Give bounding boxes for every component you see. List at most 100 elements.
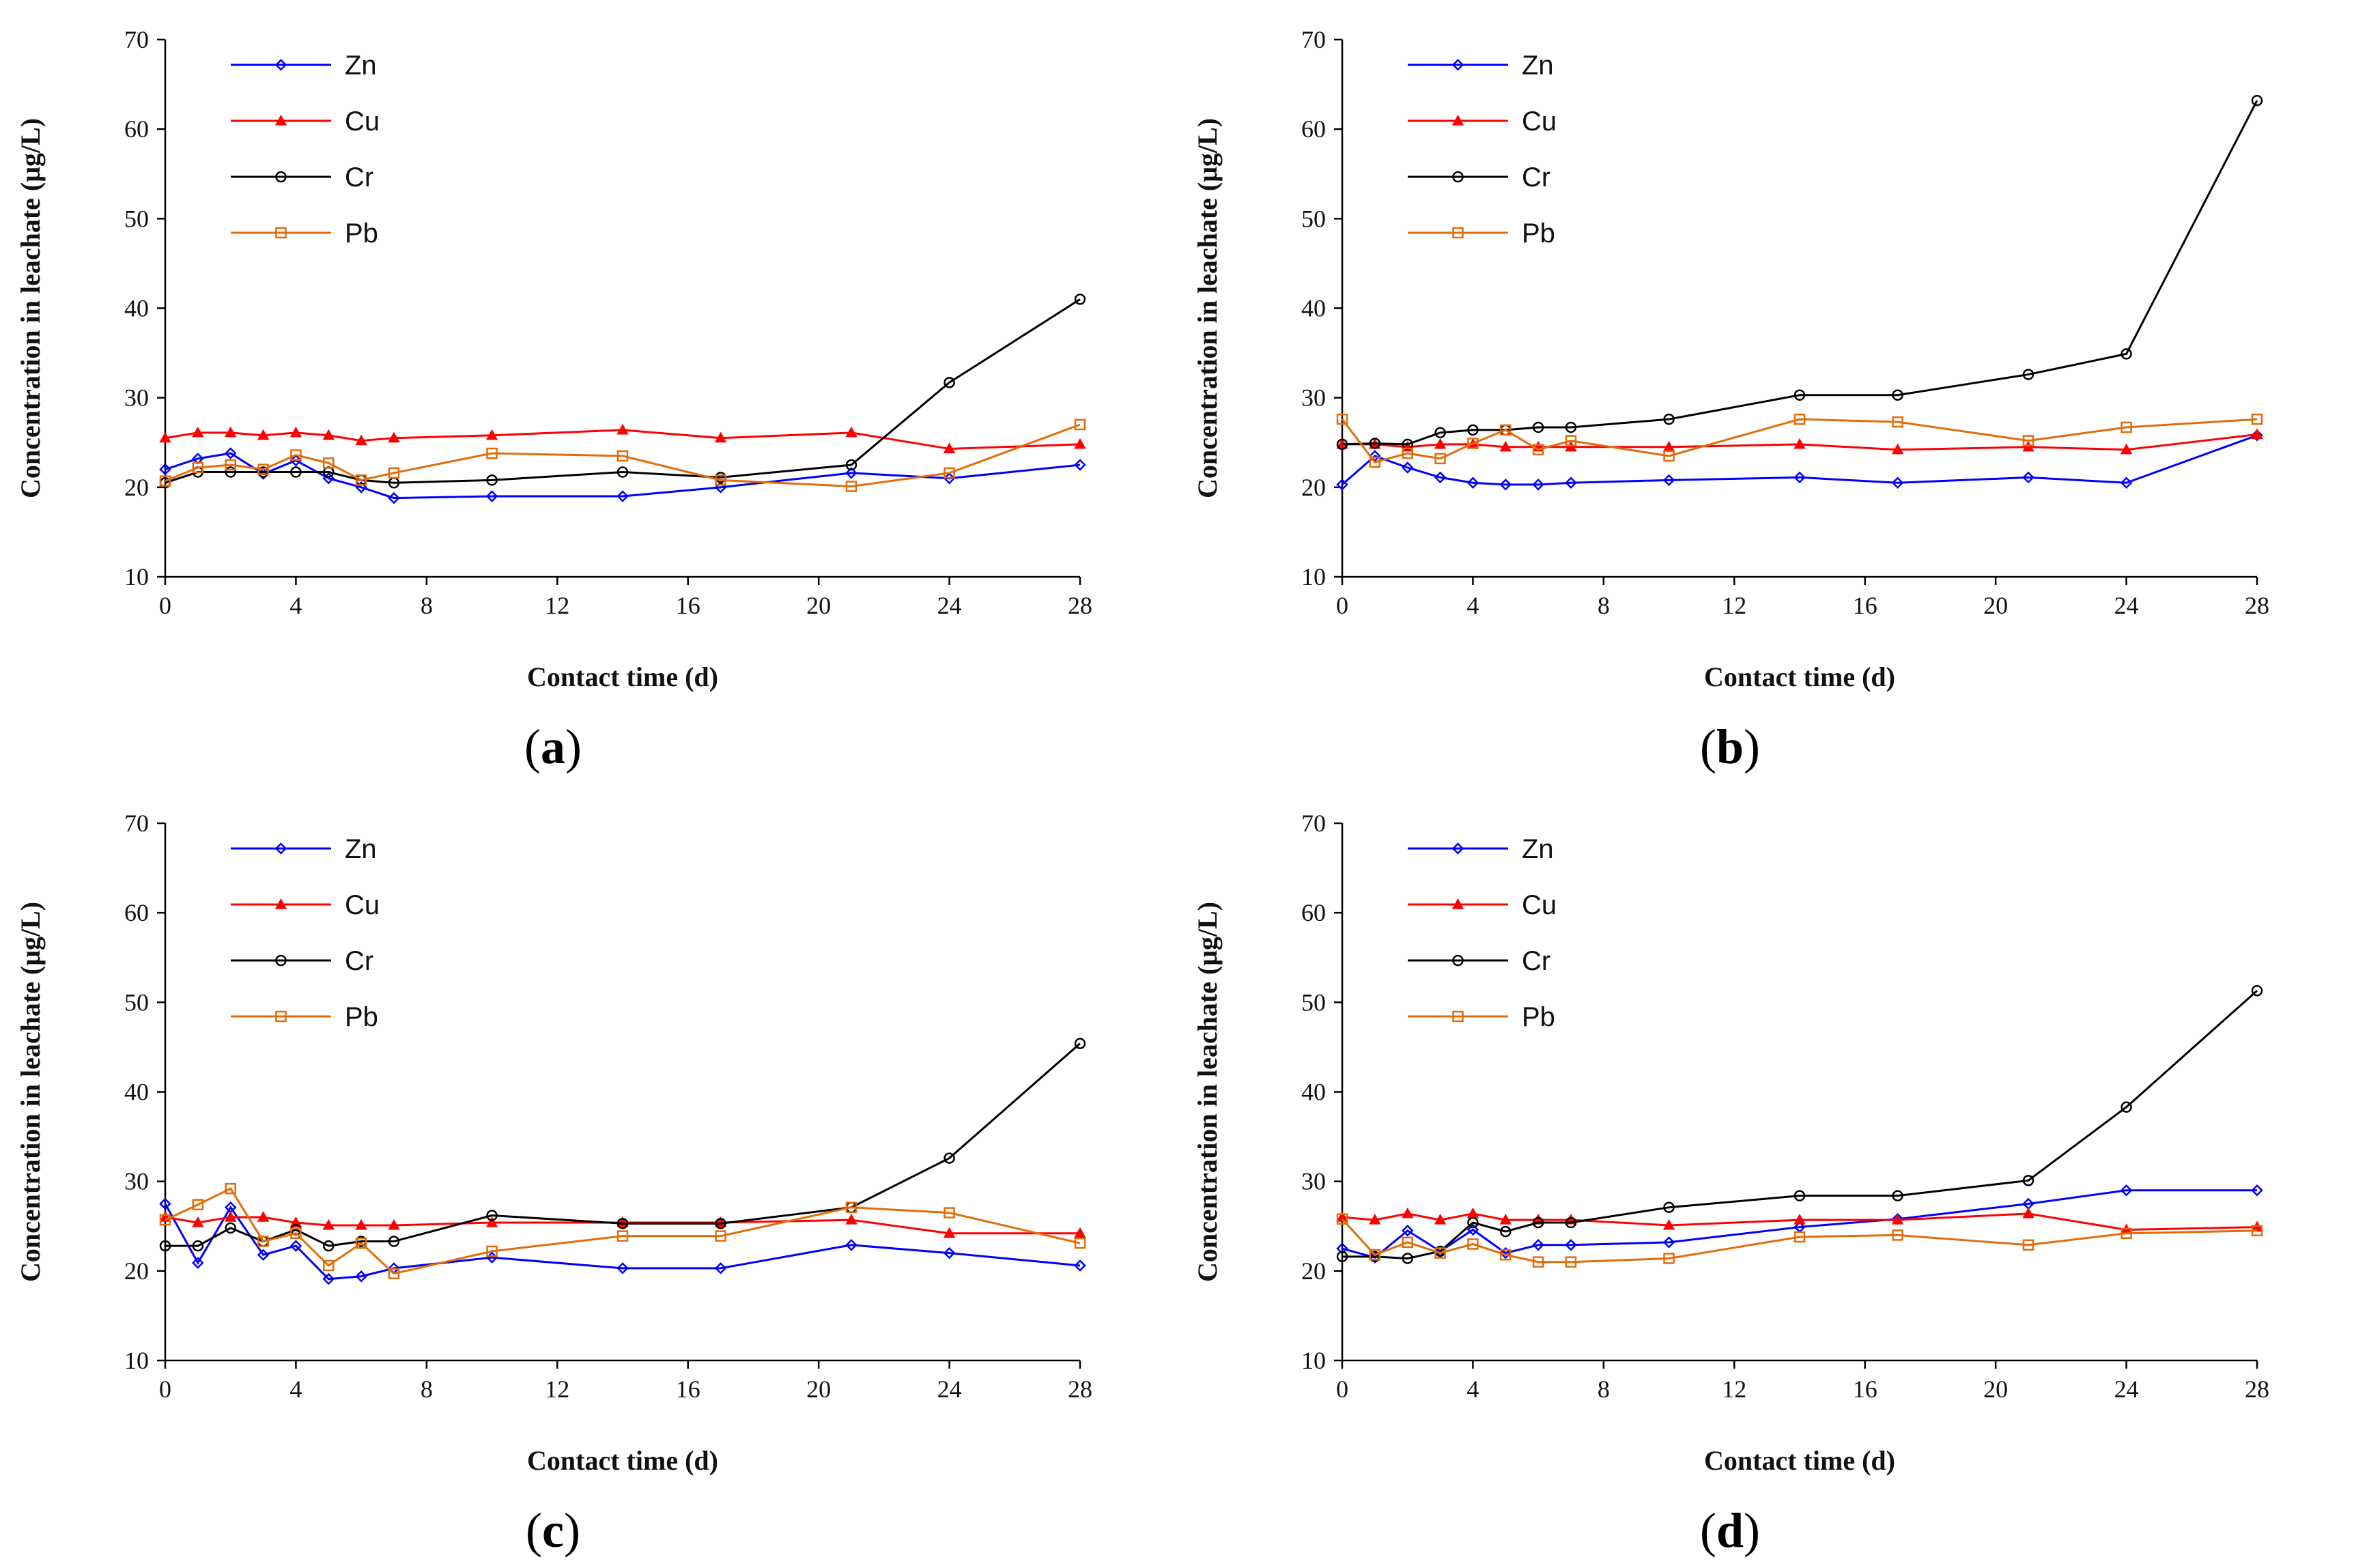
data-point-cu-d — [1466, 1207, 1479, 1218]
y-tick-label-d: 50 — [1301, 988, 1326, 1016]
data-point-pb-d — [1565, 1256, 1577, 1268]
y-axis-title-d: Concentration in leachate (μg/L) — [1192, 902, 1223, 1282]
data-point-cr-c — [616, 1218, 629, 1229]
data-point-pb-a — [290, 449, 302, 461]
data-point-cu-b — [2251, 428, 2263, 440]
data-point-cr-d — [2251, 985, 2263, 997]
data-point-pb-a — [616, 450, 629, 462]
data-point-zn-b — [2120, 476, 2133, 489]
data-point-cr-a — [486, 474, 498, 486]
data-point-zn-a — [845, 467, 857, 479]
data-point-pb-a — [192, 461, 204, 474]
panel-label-text-c: c — [542, 1503, 564, 1558]
x-tick-label-b: 24 — [2114, 592, 2139, 619]
x-tick-label-d: 4 — [1466, 1375, 1479, 1403]
x-tick-label-a: 24 — [937, 592, 962, 619]
data-point-zn-d — [2120, 1184, 2133, 1197]
x-tick-label-d: 12 — [1722, 1375, 1746, 1403]
x-tick-label-b: 4 — [1466, 592, 1479, 619]
legend-marker-cr-c — [275, 954, 287, 967]
data-point-zn-d — [1466, 1223, 1479, 1236]
data-point-zn-b — [2022, 471, 2034, 484]
data-point-cr-c — [388, 1236, 400, 1247]
panel-c: (c) 10 20 30 40 50 60 70 0 4 8 12 16 20 24 28 Contact t… — [0, 784, 1177, 1567]
series-cu-c — [159, 1211, 1086, 1238]
data-point-zn-d — [2251, 1184, 2263, 1197]
data-point-zn-a — [322, 472, 335, 485]
data-point-cu-b — [1891, 443, 1904, 455]
series-line-zn-d — [1342, 1189, 2257, 1259]
series-pb-a — [159, 418, 1086, 492]
series-cu-a — [159, 423, 1086, 454]
x-tick-label-c: 28 — [1068, 1375, 1092, 1403]
data-point-cr-d — [1467, 1216, 1479, 1229]
legend-marker-pb-d — [1452, 1010, 1464, 1023]
data-point-cr-b — [1663, 413, 1675, 425]
data-point-cr-d — [1793, 1190, 1806, 1201]
data-point-cu-a — [845, 426, 857, 438]
y-tick-label-c: 20 — [124, 1257, 149, 1285]
data-point-pb-c — [616, 1230, 629, 1242]
data-point-cu-b — [2022, 440, 2034, 452]
y-tick-label-c: 50 — [124, 988, 149, 1016]
x-tick-label-b: 0 — [1336, 592, 1348, 619]
chart-a: (a) 10 20 30 40 50 60 70 0 4 8 12 16 20 24 28 Contact t… — [15, 26, 1092, 774]
series-line-cu-d — [1342, 1212, 2258, 1231]
data-point-zn-c — [192, 1257, 204, 1269]
legend-marker-zn-b — [1451, 59, 1464, 71]
data-point-zn-b — [1891, 476, 1904, 489]
y-tick-label-b: 60 — [1301, 115, 1326, 143]
data-point-cu-d — [1402, 1207, 1414, 1218]
data-point-pb-d — [1434, 1247, 1446, 1259]
panel-label-a: (a) — [524, 719, 582, 774]
data-point-zn-b — [1434, 471, 1447, 484]
data-point-cu-b — [1793, 438, 1806, 449]
panel-label-c: (c) — [526, 1503, 580, 1558]
data-point-pb-a — [225, 459, 236, 471]
data-point-cr-d — [1532, 1216, 1544, 1229]
data-point-zn-a — [485, 490, 498, 502]
data-point-zn-b — [1499, 479, 1512, 491]
data-point-pb-c — [257, 1236, 269, 1247]
x-tick-label-b: 28 — [2245, 592, 2269, 619]
legend-marker-cr-a — [275, 171, 287, 183]
data-point-zn-b — [1401, 461, 1414, 474]
data-point-zn-b — [1662, 474, 1675, 487]
data-point-pb-d — [1467, 1238, 1479, 1250]
data-point-cu-c — [485, 1216, 498, 1227]
data-point-cr-d — [2121, 1101, 2132, 1113]
data-point-cu-a — [388, 431, 400, 443]
data-point-cu-b — [2120, 443, 2133, 455]
data-point-zn-d — [1662, 1236, 1675, 1249]
legend-c: Zn Cu Cr Pb — [231, 834, 380, 1032]
data-point-pb-b — [1467, 438, 1479, 449]
legend-label-pb-c: Pb — [345, 1002, 378, 1032]
x-tick-label-c: 20 — [806, 1375, 831, 1403]
y-tick-label-b: 50 — [1301, 205, 1326, 232]
series-line-zn-b — [1342, 434, 2258, 486]
data-point-cu-c — [943, 1227, 956, 1238]
y-tick-label-c: 70 — [124, 810, 149, 837]
x-tick-label-a: 12 — [545, 592, 569, 619]
panel-b: (b) 10 20 30 40 50 60 70 0 4 8 12 16 20 24 28 Contact t… — [1177, 0, 2354, 784]
data-point-cr-c — [1074, 1038, 1086, 1049]
data-point-pb-b — [1500, 424, 1512, 436]
legend-label-cr-d: Cr — [1522, 946, 1550, 976]
data-point-pb-d — [1500, 1249, 1512, 1261]
data-point-zn-c — [714, 1262, 727, 1274]
data-point-cr-c — [486, 1210, 498, 1221]
data-point-cr-b — [1336, 438, 1348, 451]
panel-label-b: (b) — [1700, 719, 1760, 774]
x-tick-label-a: 16 — [676, 592, 700, 619]
data-point-zn-b — [1532, 479, 1544, 491]
data-point-zn-a — [1074, 459, 1086, 471]
y-tick-label-a: 40 — [124, 295, 149, 322]
data-point-cu-a — [943, 442, 956, 454]
data-point-cu-a — [714, 431, 727, 443]
data-point-pb-a — [486, 447, 498, 459]
data-point-zn-a — [224, 447, 237, 459]
legend-label-cr-c: Cr — [345, 946, 373, 976]
data-point-cu-b — [1499, 440, 1512, 452]
legend-a: Zn Cu Cr Pb — [231, 51, 380, 248]
y-tick-label-a: 50 — [124, 205, 149, 232]
